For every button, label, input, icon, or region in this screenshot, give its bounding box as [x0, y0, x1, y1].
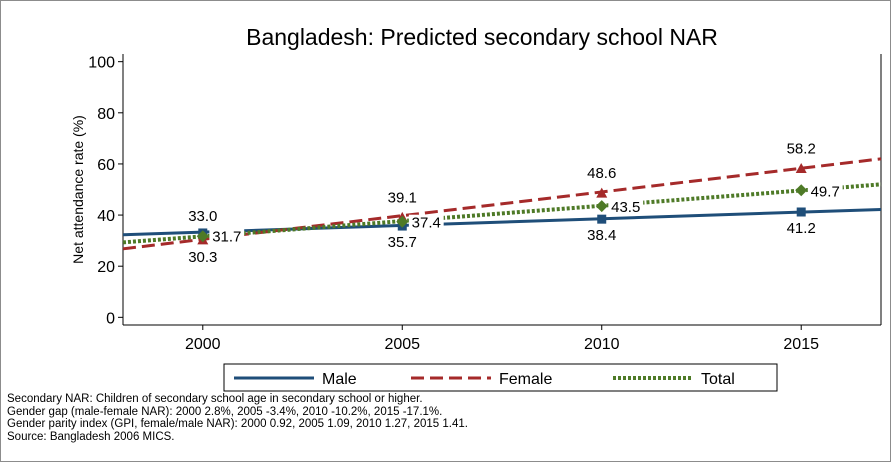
data-label-female: 58.2 — [787, 141, 816, 158]
data-label-total: 43.5 — [611, 199, 640, 216]
data-label-male-bg — [185, 207, 221, 224]
data-label-total-bg — [608, 199, 644, 216]
y-tick-label: 60 — [97, 157, 115, 174]
data-label-total-bg — [209, 228, 245, 245]
data-point-female — [795, 163, 807, 174]
y-tick-label: 0 — [106, 310, 115, 327]
y-tick-label: 40 — [97, 208, 115, 225]
y-tick-label: 100 — [88, 55, 115, 72]
data-label-total-bg — [408, 214, 444, 231]
y-axis-label: Net attendance rate (%) — [70, 115, 86, 264]
x-tick-label: 2010 — [584, 336, 620, 353]
data-label-male-bg — [584, 227, 620, 244]
data-label-female-bg — [185, 248, 221, 265]
data-label-total: 49.7 — [811, 183, 840, 200]
data-label-total-bg — [807, 183, 843, 200]
data-label-male: 35.7 — [388, 234, 417, 251]
data-point-total — [795, 184, 808, 197]
series-line-female — [122, 157, 882, 251]
data-point-female — [596, 187, 608, 198]
note-line: Gender gap (male-female NAR): 2000 2.8%,… — [7, 405, 443, 418]
data-label-male: 38.4 — [587, 227, 616, 244]
data-point-total — [595, 200, 608, 213]
note-line: Source: Bangladesh 2006 MICS. — [7, 430, 175, 443]
data-label-total: 37.4 — [412, 215, 441, 232]
chart-notes: Secondary NAR: Children of secondary sch… — [7, 393, 468, 443]
data-label-female-bg — [584, 165, 620, 182]
data-label-total: 31.7 — [212, 228, 241, 245]
x-tick-label: 2015 — [783, 336, 819, 353]
data-label-male: 41.2 — [787, 220, 816, 237]
data-label-male: 33.0 — [188, 208, 217, 225]
series-line-male — [122, 207, 882, 237]
note-line: Gender parity index (GPI, female/male NA… — [7, 418, 468, 430]
x-tick-label: 2005 — [384, 336, 420, 353]
y-tick-label: 20 — [97, 259, 115, 276]
line-chart: Bangladesh: Predicted secondary school N… — [70, 24, 882, 392]
data-label-female: 48.6 — [587, 165, 616, 182]
data-label-male-bg — [384, 234, 420, 251]
legend-label-female: Female — [499, 371, 552, 388]
data-point-total — [196, 230, 209, 243]
data-label-female: 30.3 — [188, 249, 217, 266]
data-point-male — [796, 207, 806, 217]
data-label-female-bg — [783, 140, 819, 157]
data-label-female-bg — [384, 189, 420, 206]
chart-title: Bangladesh: Predicted secondary school N… — [246, 24, 718, 50]
data-label-female: 39.1 — [388, 189, 417, 206]
legend-label-total: Total — [701, 371, 735, 388]
legend-label-male: Male — [322, 371, 357, 388]
y-tick-label: 80 — [97, 106, 115, 123]
data-label-male-bg — [783, 219, 819, 236]
x-tick-label: 2000 — [185, 336, 221, 353]
data-point-male — [597, 214, 607, 224]
series-line-total — [122, 182, 882, 245]
note-line: Secondary NAR: Children of secondary sch… — [7, 393, 423, 405]
data-point-total — [396, 215, 409, 228]
